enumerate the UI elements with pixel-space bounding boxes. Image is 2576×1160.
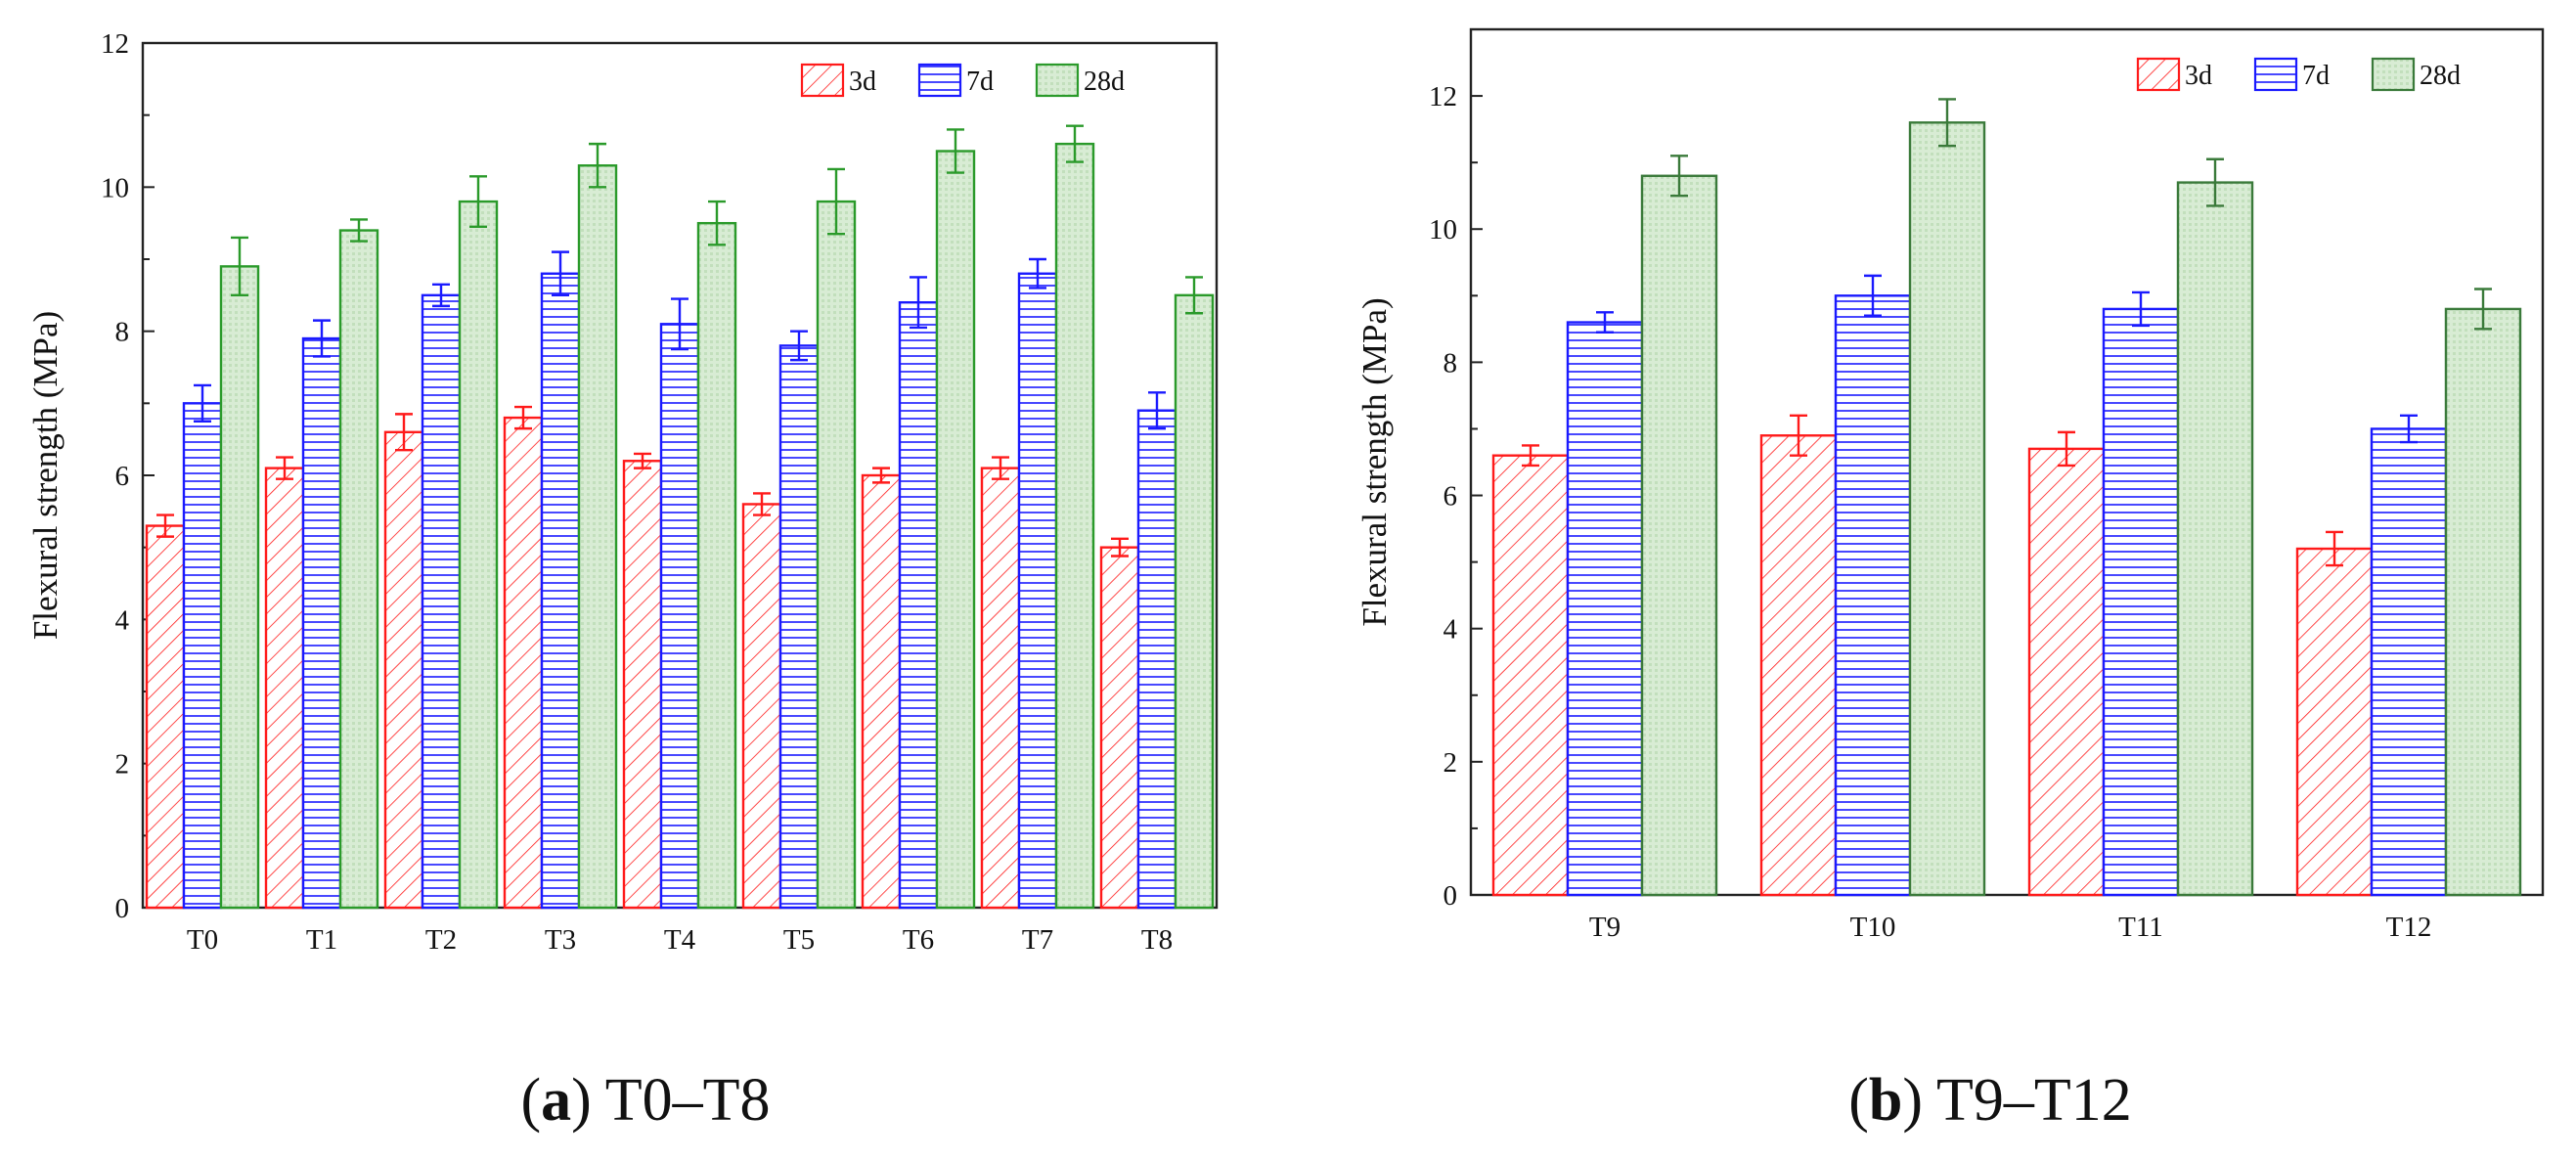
bar	[1174, 293, 1215, 910]
bar	[338, 229, 379, 910]
x-tick-label: T11	[2118, 912, 2163, 943]
bar	[2444, 307, 2522, 897]
legend-swatch	[2253, 57, 2298, 92]
y-tick-label: 12	[1429, 81, 1457, 112]
bar	[2370, 427, 2448, 897]
bar	[778, 344, 820, 910]
legend-swatch	[1035, 63, 1080, 98]
bar	[1566, 321, 1644, 897]
bar	[935, 150, 976, 910]
y-tick-label: 8	[115, 317, 130, 348]
bar	[421, 293, 462, 910]
caption-open-paren: (	[520, 1067, 541, 1134]
caption-open-paren: (	[1848, 1067, 1869, 1134]
bar	[2176, 181, 2254, 897]
bar	[1099, 546, 1140, 910]
caption-letter: a	[541, 1067, 571, 1134]
x-tick-label: T0	[187, 924, 218, 956]
bar	[980, 467, 1021, 910]
bar	[816, 200, 857, 910]
y-tick-label: 4	[1443, 614, 1458, 646]
chart-b: 0 2 4 6 8 10 12 Flexural strength (MPa) T9 T10 T11…	[1355, 27, 2545, 1134]
chart-a: 0 2 4 6 8 10 12 Flexural strength (MPa) T0 T1 T2 T3…	[26, 28, 1219, 1134]
x-tick-label: T12	[2386, 912, 2432, 943]
x-tick-label: T7	[1022, 924, 1053, 956]
bar	[622, 460, 663, 910]
legend-label: 28d	[1084, 67, 1125, 97]
y-tick-label: 6	[115, 461, 130, 492]
legend-swatch	[917, 63, 962, 98]
plot-frame	[1469, 27, 2545, 897]
bar	[301, 336, 342, 910]
caption-letter: b	[1869, 1067, 1902, 1134]
bar	[1640, 174, 1718, 897]
y-tick-label: 10	[101, 172, 129, 203]
x-tick-label: T3	[545, 924, 576, 956]
y-tick-label: 12	[101, 28, 129, 60]
x-tick-label: T9	[1589, 912, 1621, 943]
y-tick-label: 0	[1443, 880, 1458, 912]
x-tick-label: T8	[1141, 924, 1173, 956]
bar	[898, 301, 939, 910]
bar	[696, 221, 737, 910]
bar	[540, 272, 581, 910]
panel-caption: (b) T9–T12	[1848, 1067, 2132, 1134]
bar	[1054, 142, 1095, 910]
bar	[219, 265, 260, 910]
caption-text: T0–T8	[605, 1067, 771, 1134]
bar	[1908, 121, 1986, 897]
legend-swatch	[2136, 57, 2181, 92]
x-tick-label: T1	[306, 924, 337, 956]
x-tick-label: T5	[783, 924, 815, 956]
y-tick-label: 8	[1443, 347, 1458, 379]
x-tick-label: T6	[903, 924, 934, 956]
legend-label: 7d	[966, 67, 994, 97]
caption-text: T9–T12	[1936, 1067, 2132, 1134]
legend-swatch	[800, 63, 845, 98]
y-axis-title: Flexural strength (MPa)	[1355, 297, 1394, 626]
bar	[264, 467, 305, 910]
legend-label: 3d	[2185, 61, 2212, 91]
bar	[182, 402, 223, 910]
legend-label: 7d	[2302, 61, 2330, 91]
caption-close-paren: )	[1902, 1067, 1923, 1134]
bar	[1834, 294, 1912, 897]
legend-label: 28d	[2420, 61, 2461, 91]
bar	[659, 323, 700, 910]
bar	[383, 430, 424, 910]
caption-close-paren: )	[571, 1067, 592, 1134]
bar	[503, 416, 544, 910]
x-tick-label: T2	[425, 924, 457, 956]
bar	[1491, 454, 1570, 897]
bar	[2295, 547, 2374, 897]
bar	[1136, 409, 1177, 910]
x-tick-label: T4	[664, 924, 696, 956]
bar	[2027, 447, 2106, 897]
y-tick-label: 0	[115, 893, 130, 924]
legend-label: 3d	[849, 67, 876, 97]
x-tick-label: T10	[1850, 912, 1896, 943]
bar	[458, 200, 499, 910]
y-tick-label: 6	[1443, 481, 1458, 513]
bar	[1759, 434, 1838, 897]
bar	[2102, 307, 2180, 897]
panel-caption: (a) T0–T8	[520, 1067, 770, 1134]
bar	[577, 164, 618, 910]
y-tick-label: 2	[1443, 747, 1458, 779]
bar	[741, 503, 782, 910]
legend-swatch	[2371, 57, 2416, 92]
y-axis-title: Flexural strength (MPa)	[26, 311, 65, 640]
bar	[145, 524, 186, 910]
y-tick-label: 10	[1429, 214, 1457, 245]
bar	[1017, 272, 1058, 910]
y-tick-label: 2	[115, 749, 130, 781]
bar	[861, 473, 902, 910]
y-tick-label: 4	[115, 604, 130, 636]
